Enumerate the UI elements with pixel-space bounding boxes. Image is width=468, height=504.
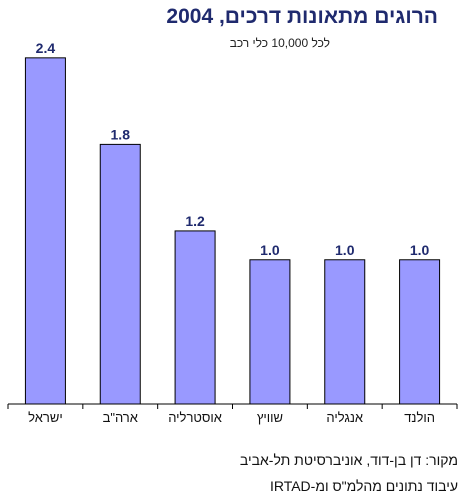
bar <box>249 259 291 405</box>
value-labels-layer: 2.4 1.8 1.2 1.0 1.0 1.0 <box>36 40 430 258</box>
x-tick-label: שוויץ <box>257 410 283 425</box>
x-tick-label: אנגליה <box>326 410 363 425</box>
bar <box>174 230 216 405</box>
chart-title: הרוגים מתאונות דרכים, 2004 <box>166 5 438 28</box>
x-tick-label: ארה"ב <box>103 410 138 425</box>
bar <box>24 57 66 405</box>
chart-subtitle: לכל 10,000 כלי רכב <box>229 36 330 50</box>
bars-layer <box>24 57 441 405</box>
x-tick-label: אוסטרליה <box>168 410 222 425</box>
bar <box>324 259 366 405</box>
data-label: 2.4 <box>36 40 56 56</box>
bar <box>99 143 141 405</box>
x-axis: ישראל ארה"ב אוסטרליה שוויץ אנגליה הולנד <box>7 403 458 425</box>
data-processing-note: עיבוד נתונים מהלמ"ס ומ-IRTAD <box>269 478 458 494</box>
source-note: מקור: דן בן-דוד, אוניברסיטת תל-אביב <box>239 452 458 468</box>
data-label: 1.2 <box>185 213 205 229</box>
data-label: 1.0 <box>260 242 280 258</box>
data-label: 1.8 <box>111 126 131 142</box>
x-tick-label: ישראל <box>28 410 63 425</box>
bar <box>399 259 441 405</box>
data-label: 1.0 <box>335 242 355 258</box>
data-label: 1.0 <box>410 242 430 258</box>
x-tick-label: הולנד <box>404 410 435 425</box>
